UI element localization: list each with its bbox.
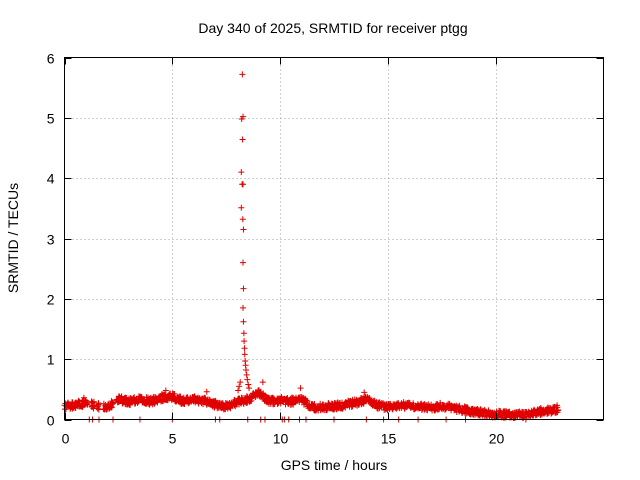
data-point: [110, 399, 117, 406]
y-tick-label: 2: [47, 292, 55, 308]
spike-point: [237, 379, 244, 386]
data-point: [162, 387, 169, 394]
spike-point: [239, 71, 246, 78]
chart-title: Day 340 of 2025, SRMTID for receiver ptg…: [198, 20, 467, 36]
spike-point: [235, 387, 242, 394]
spike-point: [240, 330, 247, 337]
data-point: [171, 391, 178, 398]
data-point: [375, 405, 382, 412]
x-tick-label: 15: [381, 431, 397, 447]
data-point: [311, 401, 318, 408]
x-tick-label: 5: [169, 431, 177, 447]
spike-point: [246, 385, 253, 392]
data-point: [555, 407, 562, 414]
x-axis-label: GPS time / hours: [281, 457, 388, 473]
spike-point: [244, 376, 251, 383]
data-point: [203, 388, 210, 395]
spike-point: [240, 304, 247, 311]
data-point: [361, 389, 368, 396]
plot-frame: [64, 57, 604, 420]
data-point: [297, 385, 304, 392]
spike-point: [239, 216, 246, 223]
grid-lines: [64, 57, 604, 420]
spike-point: [238, 204, 245, 211]
data-point: [259, 379, 266, 386]
x-tick-label: 0: [62, 431, 70, 447]
spike-point: [240, 318, 247, 325]
spike-point: [240, 226, 247, 233]
data-point: [95, 406, 102, 413]
spike-point: [239, 136, 246, 143]
spike-point: [243, 371, 250, 378]
spike-point: [245, 381, 252, 388]
x-tick-label: 20: [489, 431, 505, 447]
spike-point: [236, 383, 243, 390]
y-tick-label: 1: [47, 352, 55, 368]
data-point: [84, 400, 91, 407]
data-point: [304, 398, 311, 405]
y-tick-label: 5: [47, 111, 55, 127]
axis-ticks: [64, 57, 604, 421]
x-tick-label: 10: [273, 431, 289, 447]
y-tick-label: 3: [47, 232, 55, 248]
y-axis-label: SRMTID / TECUs: [5, 183, 21, 293]
y-tick-label: 4: [47, 171, 55, 187]
spike-point: [240, 285, 247, 292]
y-tick-label: 6: [47, 51, 55, 67]
spike-point: [243, 367, 250, 374]
spike-point: [241, 351, 248, 358]
spike-point: [241, 338, 248, 345]
data-point: [108, 404, 115, 411]
spike-point: [240, 113, 247, 120]
data-points: [61, 71, 562, 423]
spike-point: [240, 181, 247, 188]
data-point: [95, 401, 102, 408]
data-point: [80, 394, 87, 401]
spike-point: [240, 259, 247, 266]
spike-point: [241, 345, 248, 352]
y-tick-label: 0: [47, 413, 55, 429]
tick-labels: 0 5 10 15 20 0 1 2 3 4 5 6: [47, 51, 505, 447]
spike-point: [238, 169, 245, 176]
